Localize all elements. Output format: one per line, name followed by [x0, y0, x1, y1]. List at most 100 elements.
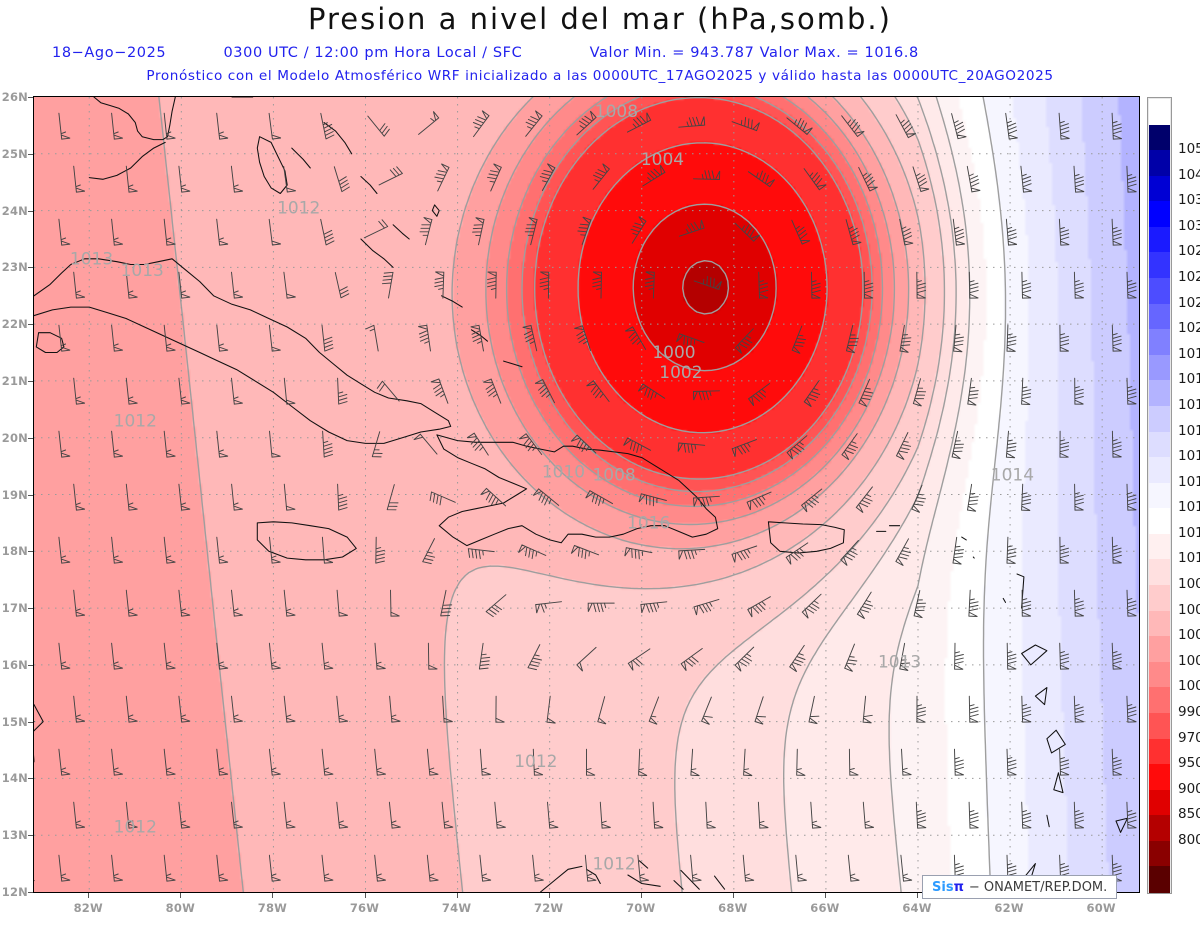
lat-tick — [28, 608, 33, 610]
colorbar-band — [1149, 278, 1170, 305]
lon-tick — [88, 893, 90, 898]
lon-tick — [640, 893, 642, 898]
contour-label: 1004 — [641, 150, 684, 170]
lon-tick-label: 76W — [349, 901, 380, 915]
colorbar-band — [1149, 712, 1170, 740]
contour-label: 1000 — [652, 343, 695, 363]
lat-tick — [28, 267, 33, 269]
pressure-contour — [577, 142, 828, 434]
lat-tick — [28, 97, 33, 98]
lon-tick-label: 78W — [257, 901, 288, 915]
lat-tick-label: 13N — [1, 828, 28, 843]
lat-tick-label: 17N — [1, 601, 28, 616]
colorbar-band — [1149, 457, 1170, 484]
colorbar-label: 1025 — [1178, 269, 1200, 286]
contour-label: 1013 — [878, 653, 921, 673]
coastlines — [34, 97, 1129, 892]
contour-label: 1012 — [114, 411, 157, 431]
value-min-max: Valor Min. = 943.787 Valor Max. = 1016.8 — [589, 45, 919, 61]
colorbar-band — [1149, 789, 1170, 816]
colorbar-band — [1149, 380, 1170, 407]
pressure-contour — [674, 97, 946, 892]
lon-tick — [917, 893, 918, 898]
lat-tick — [28, 721, 33, 723]
lat-tick-label: 20N — [1, 430, 28, 445]
colorbar-band — [1149, 201, 1170, 228]
lat-tick-label: 16N — [1, 657, 28, 672]
attribution-sis: Sis — [932, 879, 954, 895]
lat-tick — [28, 210, 33, 212]
lon-tick — [548, 893, 550, 898]
page-title: Presion a nivel del mar (hPa,somb.) — [308, 2, 892, 36]
lat-tick — [28, 324, 33, 326]
colorbar-band — [1149, 303, 1170, 330]
colorbar-label: 800 — [1178, 831, 1200, 848]
colorbar-label: 1013 — [1178, 499, 1200, 516]
colorbar[interactable] — [1147, 97, 1172, 894]
pressure-contour — [505, 97, 884, 508]
colorbar-band — [1149, 764, 1170, 791]
colorbar-label: 1022 — [1178, 294, 1200, 311]
lon-tick-label: 62W — [994, 901, 1024, 915]
colorbar-band — [1149, 610, 1170, 637]
lat-tick — [28, 664, 33, 666]
colorbar-label: 1014 — [1178, 473, 1200, 490]
lat-tick — [28, 551, 33, 553]
colorbar-band — [1149, 226, 1170, 254]
colorbar-band — [1149, 636, 1170, 663]
colorbar-band — [1149, 866, 1170, 893]
colorbar-band — [1149, 533, 1170, 561]
lat-tick — [28, 494, 33, 496]
lon-tick-label: 82W — [73, 901, 103, 915]
colorbar-label: 970 — [1178, 729, 1200, 746]
contour-label: 1008 — [595, 102, 638, 122]
lat-tick-label: 21N — [1, 373, 28, 388]
colorbar-band — [1149, 585, 1170, 612]
lon-tick-label: 60W — [1086, 901, 1116, 915]
lat-tick — [28, 778, 33, 780]
colorbar-label: 1004 — [1178, 627, 1200, 644]
colorbar-band — [1149, 150, 1170, 177]
colorbar-label: 1002 — [1178, 652, 1200, 669]
pressure-contour — [888, 97, 971, 892]
colorbar-label: 900 — [1178, 780, 1200, 797]
colorbar-band — [1149, 738, 1170, 765]
colorbar-label: 850 — [1178, 806, 1200, 823]
lat-tick — [28, 380, 33, 382]
contour-label: 1010 — [542, 462, 585, 482]
contour-label: 1012 — [277, 198, 320, 218]
map-panel[interactable]: 1008 1004 1000 1002 1012 1013 1013 1012 1010 1008… — [33, 96, 1140, 893]
colorbar-label: 1016 — [1178, 422, 1200, 439]
pressure-contour — [534, 97, 864, 480]
colorbar-label: 1006 — [1178, 601, 1200, 618]
colorbar-label: 1040 — [1178, 166, 1200, 183]
lat-tick-label: 14N — [1, 771, 28, 786]
colorbar-band — [1149, 508, 1170, 535]
lon-tick — [456, 893, 458, 898]
lon-tick — [180, 893, 182, 898]
colorbar-band — [1149, 559, 1170, 586]
lon-tick-label: 80W — [165, 901, 195, 915]
colorbar-label: 1018 — [1178, 371, 1200, 388]
contour-label: 1008 — [592, 465, 635, 485]
colorbar-band — [1149, 431, 1170, 458]
contour-label: 1012 — [114, 817, 157, 837]
colorbar-label: 1028 — [1178, 243, 1200, 260]
lon-tick-label: 68W — [718, 901, 748, 915]
attribution-pi: π — [953, 879, 964, 895]
lat-tick-label: 26N — [1, 90, 28, 104]
lon-tick-label: 70W — [626, 901, 656, 915]
colorbar-band — [1149, 99, 1170, 126]
colorbar-label: 1017 — [1178, 396, 1200, 413]
lat-tick-label: 18N — [1, 544, 28, 559]
lon-tick-label: 74W — [441, 901, 472, 915]
lat-tick-label: 15N — [1, 714, 28, 729]
colorbar-band — [1149, 252, 1170, 279]
colorbar-band — [1149, 687, 1170, 714]
lon-tick — [272, 893, 274, 898]
pressure-contour — [632, 203, 777, 372]
contour-label: 1013 — [121, 261, 164, 281]
